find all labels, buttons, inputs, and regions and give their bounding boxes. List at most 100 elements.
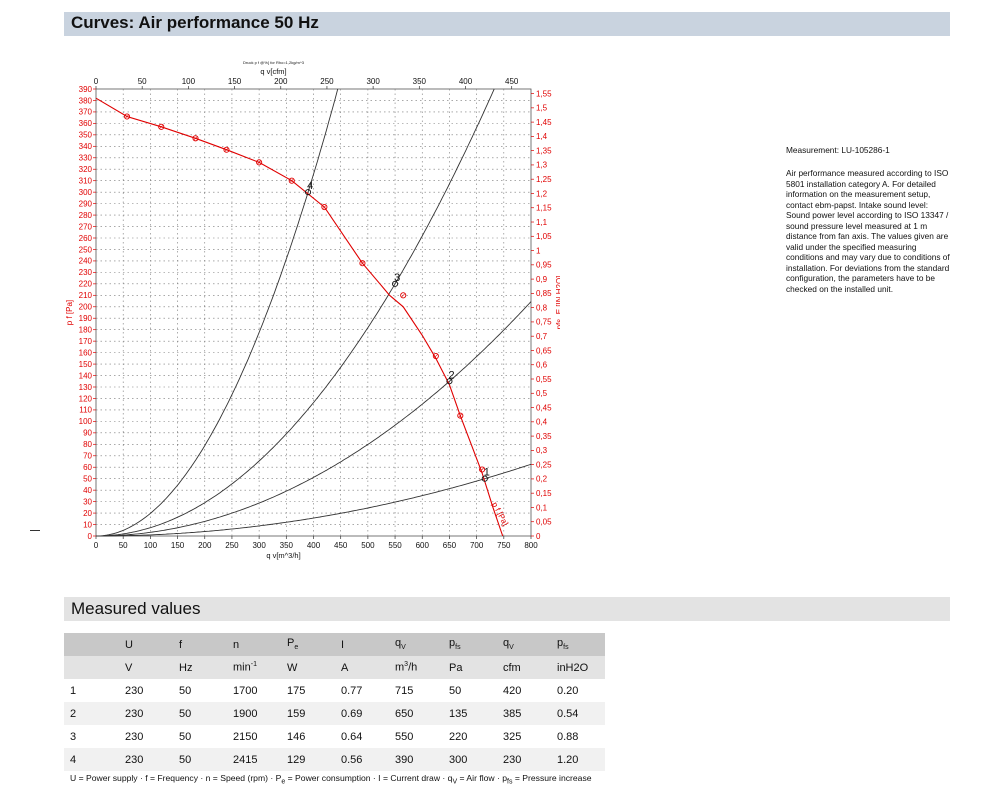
x-tick-label: 300 xyxy=(252,541,266,550)
y-tick-label: 140 xyxy=(79,371,93,380)
chart-small-caption: Druck p f @%{ for Rho=1,2kg/m^3 xyxy=(243,60,305,65)
operating-point-4 xyxy=(305,189,312,196)
table-cell: 0.88 xyxy=(551,725,605,748)
header-symbol: I xyxy=(341,638,345,651)
table-cell: 2150 xyxy=(227,725,281,748)
table-unit-cell: min-1 xyxy=(227,656,281,679)
pressure-curve-marker xyxy=(288,177,295,184)
y-tick-label: 220 xyxy=(79,280,93,289)
x-tick-label: 750 xyxy=(497,541,511,550)
x-tick-label: 500 xyxy=(361,541,375,550)
x-tick-label: 50 xyxy=(119,541,128,550)
y-right-tick-label: 1,5 xyxy=(536,104,548,113)
x-top-tick-label: 50 xyxy=(138,77,147,86)
x-top-tick-label: 200 xyxy=(274,77,288,86)
table-cell: 385 xyxy=(497,702,551,725)
table-cell: 2415 xyxy=(227,748,281,771)
curves-title: Curves: Air performance 50 Hz xyxy=(71,13,319,32)
table-cell: 2 xyxy=(64,702,119,725)
y-right-tick-label: 1,45 xyxy=(536,118,552,127)
y-right-tick-label: 0,7 xyxy=(536,332,548,341)
pressure-curve-tail-label: p f [Pa] xyxy=(490,501,510,528)
system-curve-4 xyxy=(96,88,339,537)
table-cell: 230 xyxy=(119,702,173,725)
x-top-tick-label: 350 xyxy=(413,77,427,86)
pressure-curve-marker-slash xyxy=(360,261,365,265)
x-tick-label: 0 xyxy=(94,541,99,550)
header-subscript: e xyxy=(294,644,299,652)
table-cell: 325 xyxy=(497,725,551,748)
pressure-curve-marker xyxy=(479,466,486,473)
y-right-tick-label: 0,75 xyxy=(536,318,552,327)
table-cell: 1700 xyxy=(227,679,281,702)
y-tick-label: 380 xyxy=(79,96,93,105)
x-tick-label: 150 xyxy=(171,541,185,550)
pressure-curve-marker xyxy=(123,113,131,120)
measured-values-header: Measured values xyxy=(64,597,950,621)
table-unit-cell: W xyxy=(281,656,335,679)
pressure-curve-marker xyxy=(400,292,407,299)
table-row: 3 230 50 2150 146 0.64 550 220 325 0.88 xyxy=(64,725,605,748)
system-curve-2 xyxy=(96,301,532,537)
y-tick-label: 320 xyxy=(79,165,93,174)
y-tick-label: 10 xyxy=(83,520,92,529)
y-tick-label: 310 xyxy=(79,176,93,185)
table-legend: U = Power supply · f = Frequency · n = S… xyxy=(70,773,592,786)
y-tick-label: 290 xyxy=(79,199,93,208)
y-tick-label: 170 xyxy=(79,337,93,346)
table-unit-cell: V xyxy=(119,656,173,679)
table-unit-cell xyxy=(64,656,119,679)
pressure-curve-marker xyxy=(223,146,230,153)
table-unit-cell: A xyxy=(335,656,389,679)
y-tick-label: 300 xyxy=(79,188,93,197)
table-cell: 1.20 xyxy=(551,748,605,771)
operating-point-2 xyxy=(446,378,453,385)
header-symbol: P xyxy=(287,637,295,650)
table-header-cell: qV xyxy=(497,633,551,656)
plot-frame xyxy=(95,88,532,537)
table-unit-cell: cfm xyxy=(497,656,551,679)
table-cell: 0.64 xyxy=(335,725,389,748)
table-cell: 50 xyxy=(173,725,227,748)
table-cell: 230 xyxy=(119,725,173,748)
table-cell: 390 xyxy=(389,748,443,771)
y-right-tick-label: 0,45 xyxy=(536,403,552,412)
table-cell: 230 xyxy=(119,679,173,702)
y-tick-label: 40 xyxy=(83,486,92,495)
y-tick-label: 150 xyxy=(79,360,93,369)
y-right-tick-label: 1,3 xyxy=(536,161,548,170)
pressure-curve xyxy=(95,97,504,537)
y-right-tick-label: 0,85 xyxy=(536,289,552,298)
y-right-tick-label: 0,65 xyxy=(536,346,552,355)
y-tick-label: 350 xyxy=(79,131,93,140)
operating-point-label-2: 2 xyxy=(448,369,454,381)
header-subscript: fs xyxy=(563,644,569,652)
system-curve-1 xyxy=(96,463,532,537)
y-right-tick-label: 1,25 xyxy=(536,175,552,184)
y-right-tick-label: 0,5 xyxy=(536,389,548,398)
y-tick-label: 270 xyxy=(79,222,93,231)
header-symbol: q xyxy=(395,637,402,650)
y-right-tick-label: 1 xyxy=(536,246,541,255)
y-right-tick-label: 0,25 xyxy=(536,460,552,469)
y-tick-label: 30 xyxy=(83,497,92,506)
table-unit-cell: Hz xyxy=(173,656,227,679)
pressure-curve-marker xyxy=(457,412,464,419)
table-cell: 50 xyxy=(173,702,227,725)
pressure-curve-marker-slash xyxy=(125,114,129,119)
operating-point-label-4: 4 xyxy=(307,180,313,192)
x-tick-label: 100 xyxy=(144,541,158,550)
table-header-cell: pfs xyxy=(443,633,497,656)
y-tick-label: 130 xyxy=(79,383,93,392)
x-tick-label: 400 xyxy=(307,541,321,550)
table-cell: 300 xyxy=(443,748,497,771)
x-tick-label: 550 xyxy=(388,541,402,550)
table-cell: 135 xyxy=(443,702,497,725)
measurement-id: Measurement: LU-105286-1 xyxy=(786,145,890,155)
y-tick-label: 0 xyxy=(88,532,93,541)
table-cell: 1 xyxy=(64,679,119,702)
operating-point-1 xyxy=(481,475,488,482)
y-right-tick-label: 0,55 xyxy=(536,375,552,384)
table-cell: 159 xyxy=(281,702,335,725)
